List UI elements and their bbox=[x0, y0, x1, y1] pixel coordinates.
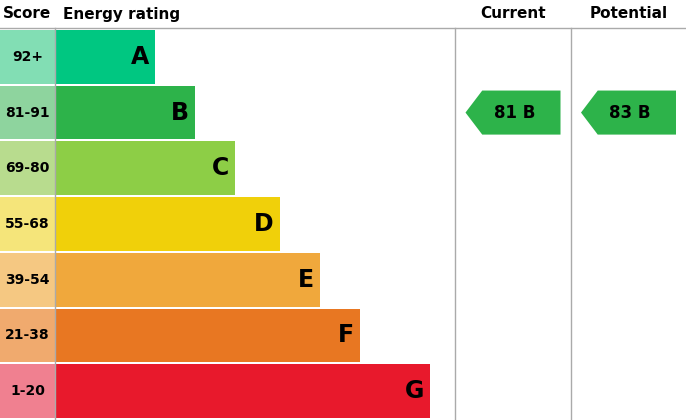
Text: Current: Current bbox=[480, 6, 546, 21]
Bar bbox=[0, 86, 55, 139]
Bar bbox=[55, 364, 430, 418]
Bar bbox=[55, 30, 155, 84]
Bar bbox=[55, 253, 320, 307]
Polygon shape bbox=[466, 91, 560, 134]
Text: 21-38: 21-38 bbox=[5, 328, 50, 342]
Bar bbox=[0, 197, 55, 251]
Text: 55-68: 55-68 bbox=[5, 217, 50, 231]
Text: 39-54: 39-54 bbox=[5, 273, 50, 287]
Text: D: D bbox=[255, 212, 274, 236]
Text: 83 B: 83 B bbox=[609, 104, 651, 121]
Text: 69-80: 69-80 bbox=[5, 161, 49, 175]
Text: 81-91: 81-91 bbox=[5, 105, 50, 120]
Text: Energy rating: Energy rating bbox=[63, 6, 180, 21]
Text: G: G bbox=[405, 379, 424, 403]
Text: 92+: 92+ bbox=[12, 50, 43, 64]
Bar bbox=[0, 30, 55, 84]
Bar bbox=[55, 197, 280, 251]
Bar bbox=[0, 142, 55, 195]
Text: 81 B: 81 B bbox=[494, 104, 535, 121]
Text: B: B bbox=[171, 100, 189, 125]
Bar bbox=[0, 364, 55, 418]
Bar bbox=[0, 253, 55, 307]
Bar bbox=[0, 309, 55, 362]
Text: Score: Score bbox=[3, 6, 51, 21]
Polygon shape bbox=[581, 91, 676, 134]
Bar bbox=[55, 86, 195, 139]
Bar bbox=[55, 309, 360, 362]
Text: E: E bbox=[298, 268, 314, 292]
Text: F: F bbox=[338, 323, 354, 347]
Text: Potential: Potential bbox=[589, 6, 667, 21]
Text: A: A bbox=[131, 45, 149, 69]
Text: C: C bbox=[212, 156, 229, 180]
Text: 1-20: 1-20 bbox=[10, 384, 45, 398]
Bar bbox=[55, 142, 235, 195]
